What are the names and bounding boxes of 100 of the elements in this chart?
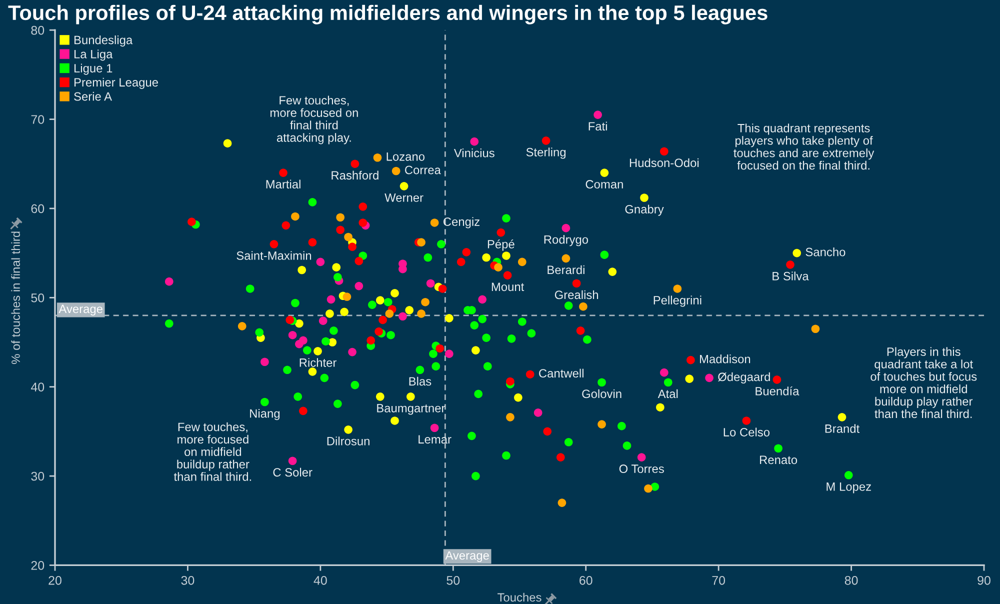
point: [398, 312, 407, 321]
annotation: Werner: [384, 194, 424, 202]
point: [482, 334, 490, 342]
point: [299, 406, 308, 416]
annotation: Lo Celso: [724, 428, 770, 436]
point: [660, 147, 668, 156]
point: [774, 444, 782, 453]
point: [644, 484, 652, 493]
x-tick-label: 40: [314, 576, 327, 585]
annotation: Dilrosun: [327, 436, 370, 446]
point: [406, 392, 415, 401]
point: [376, 392, 384, 401]
point: [470, 137, 479, 146]
point: [320, 374, 329, 382]
point: [838, 413, 846, 422]
point: [673, 284, 682, 293]
point: [664, 378, 672, 387]
point: [299, 336, 308, 345]
y-tick-label: 30: [31, 472, 44, 481]
annotation: Baumgartner: [377, 404, 446, 415]
point: [334, 400, 342, 408]
x-tick-label: 70: [712, 576, 726, 585]
legend-label: Bundesliga: [74, 35, 133, 47]
point: [462, 248, 471, 256]
point: [502, 252, 510, 260]
point: [792, 248, 802, 258]
annotation: Cengiz: [444, 217, 480, 228]
point: [260, 358, 269, 366]
point: [322, 337, 330, 346]
point: [286, 316, 294, 324]
point: [562, 254, 570, 263]
point: [366, 336, 376, 345]
point: [543, 427, 552, 436]
annotation: Pépé: [488, 239, 514, 251]
point: [600, 168, 609, 177]
annotation: Rodrygo: [544, 235, 588, 246]
point: [483, 362, 492, 370]
annotation: Niang: [250, 408, 280, 420]
annotation: Grealish: [554, 290, 598, 300]
annotation: Blas: [409, 376, 432, 386]
point: [308, 368, 317, 376]
annotation: Saint-Maximin: [236, 251, 312, 260]
point: [494, 263, 502, 272]
point: [282, 221, 290, 230]
point: [340, 308, 348, 316]
y-tick-label: 60: [31, 204, 44, 214]
point: [308, 198, 317, 206]
legend-label: Premier League: [74, 78, 158, 89]
y-axis-title: % of touches in final third: [11, 232, 20, 364]
point: [314, 347, 322, 356]
point: [188, 218, 196, 226]
x-axis-title: Touches: [498, 592, 542, 602]
y-tick-label: 50: [31, 293, 44, 302]
y-tick-label: 80: [31, 26, 44, 35]
point: [518, 258, 526, 266]
point: [685, 374, 694, 383]
point: [283, 366, 292, 374]
point: [288, 330, 297, 340]
point: [472, 346, 480, 354]
point: [279, 168, 288, 177]
point: [302, 346, 312, 354]
annotation: Ødegaard: [718, 372, 770, 384]
point: [326, 310, 334, 318]
annotation: Renato: [760, 456, 798, 464]
x-tick-label: 80: [844, 576, 858, 585]
annotation: Berardi: [548, 265, 584, 274]
point: [246, 284, 254, 293]
ref-line-label: Average: [58, 304, 102, 316]
point: [421, 298, 430, 306]
annotation: O Torres: [619, 464, 664, 474]
point: [518, 318, 526, 326]
point: [576, 326, 585, 335]
point: [342, 292, 352, 301]
point: [255, 328, 264, 337]
point: [417, 310, 426, 318]
annotation: Pellegrini: [654, 296, 702, 307]
point: [502, 214, 510, 222]
point: [308, 238, 317, 247]
point: [482, 253, 490, 262]
point: [514, 393, 522, 402]
point: [622, 442, 632, 450]
point: [384, 298, 392, 306]
point: [326, 295, 336, 304]
point: [542, 136, 550, 145]
point: [350, 380, 360, 390]
point: [640, 194, 648, 202]
annotation: Few touches, more focused on final third attacking play.: [270, 96, 358, 144]
annotation: Mount: [492, 282, 524, 292]
x-tick-label: 50: [446, 576, 460, 585]
point: [344, 425, 352, 434]
annotation: C Soler: [273, 468, 312, 477]
point: [562, 224, 570, 232]
point: [811, 324, 820, 334]
annotation: Vinicius: [454, 148, 494, 158]
point: [526, 370, 534, 379]
point: [506, 413, 514, 422]
point: [390, 289, 399, 298]
point: [374, 327, 383, 336]
annotation: Gnabry: [625, 204, 664, 216]
point: [298, 266, 306, 274]
